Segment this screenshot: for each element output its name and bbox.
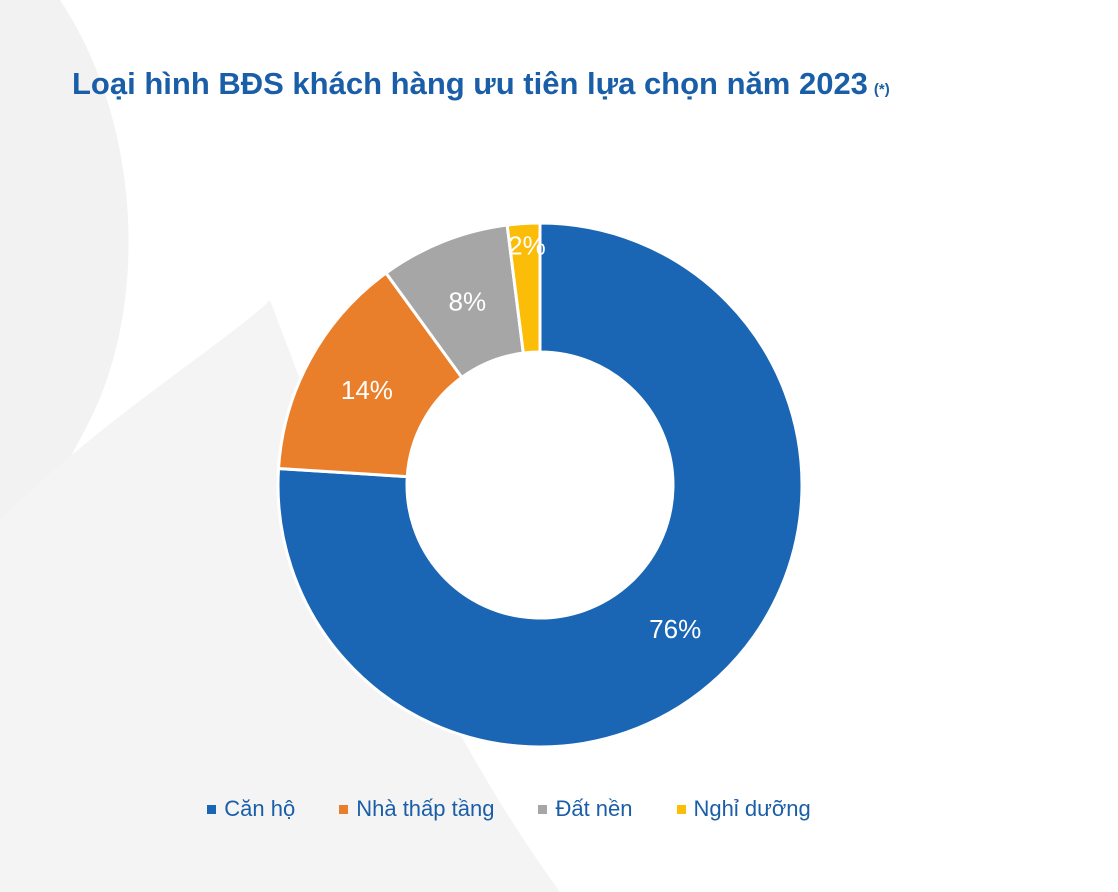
legend-item-can-ho: Căn hộ — [207, 796, 295, 822]
legend-item-nghi-duong: Nghỉ dưỡng — [676, 796, 811, 822]
donut-slice-nha-thap-tang — [276, 270, 464, 479]
data-label-nha-thap-tang: 14% — [341, 375, 393, 405]
donut-slice-nghi-duong — [505, 221, 542, 355]
title-footnote-marker: (*) — [873, 81, 890, 98]
background-swoosh-shape — [0, 0, 129, 600]
legend-label: Nhà thấp tầng — [356, 796, 495, 821]
background-swoosh-shape-lower — [0, 300, 560, 892]
legend-swatch-icon — [676, 804, 686, 814]
chart-title: Loại hình BĐS khách hàng ưu tiên lựa chọ… — [72, 66, 890, 102]
legend-swatch-icon — [538, 804, 548, 814]
data-label-dat-nen: 8% — [449, 286, 487, 316]
legend-item-dat-nen: Đất nền — [538, 796, 633, 822]
chart-title-text: Loại hình BĐS khách hàng ưu tiên lựa chọ… — [72, 66, 868, 101]
legend-swatch-icon — [339, 804, 349, 814]
legend-label: Nghỉ dưỡng — [693, 796, 811, 821]
chart-legend: Căn hộ Nhà thấp tầng Đất nền Nghỉ dưỡng — [0, 796, 1018, 822]
legend-label: Đất nền — [555, 796, 633, 821]
chart-data-labels: 76% 14% 8% 2% — [341, 231, 701, 645]
legend-item-nha-thap-tang: Nhà thấp tầng — [339, 796, 494, 822]
data-label-nghi-duong: 2% — [508, 231, 546, 261]
legend-swatch-icon — [207, 804, 217, 814]
legend-label: Căn hộ — [224, 796, 296, 821]
chart-slices — [276, 221, 804, 749]
data-label-can-ho: 76% — [649, 614, 701, 644]
donut-slice-can-ho — [276, 221, 804, 749]
